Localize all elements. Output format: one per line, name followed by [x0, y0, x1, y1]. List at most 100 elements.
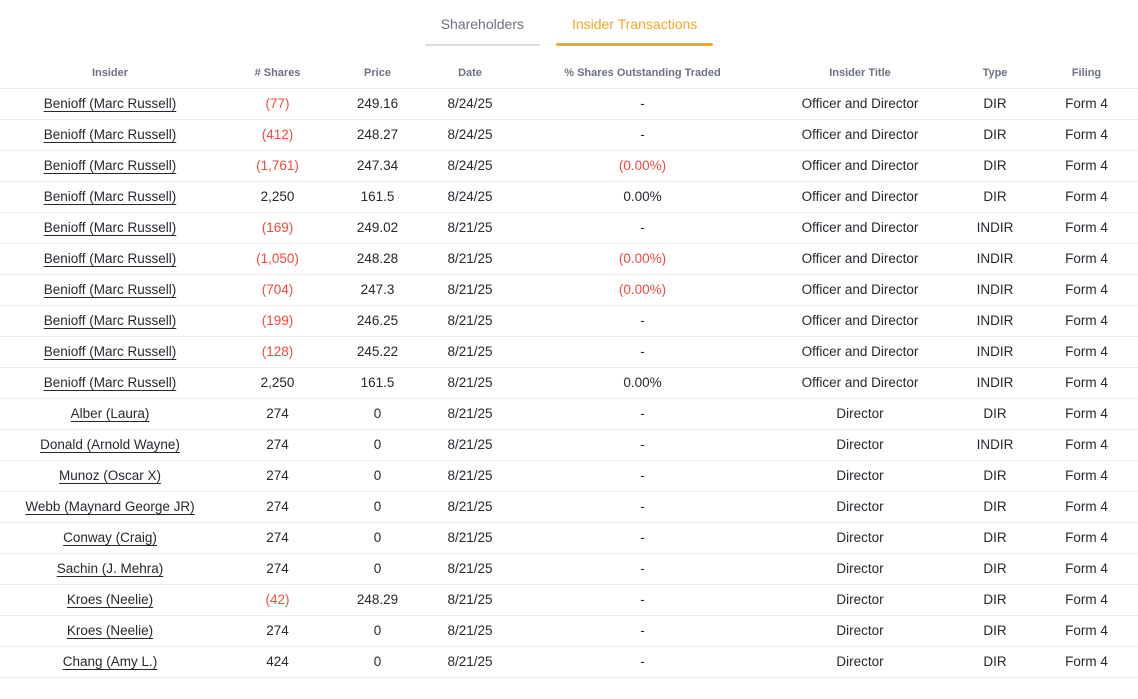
- cell-filing: Form 4: [1035, 646, 1138, 678]
- cell-pct: -: [520, 88, 765, 120]
- cell-shares: 2,250: [220, 181, 335, 213]
- cell-filing: Form 4: [1035, 615, 1138, 647]
- table-row: Benioff (Marc Russell) 2,250 161.5 8/24/25 0…: [0, 181, 1138, 213]
- tab-bar: Shareholders Insider Transactions: [0, 0, 1138, 46]
- cell-pct: -: [520, 491, 765, 523]
- insider-link[interactable]: Benioff (Marc Russell): [43, 282, 177, 297]
- insider-link[interactable]: Benioff (Marc Russell): [43, 189, 177, 204]
- cell-shares: 274: [220, 460, 335, 492]
- column-header-type: Type: [955, 58, 1035, 89]
- cell-shares: 274: [220, 491, 335, 523]
- cell-title: Officer and Director: [765, 181, 955, 213]
- cell-filing: Form 4: [1035, 274, 1138, 306]
- insider-link[interactable]: Kroes (Neelie): [66, 623, 154, 638]
- tab-insider-transactions[interactable]: Insider Transactions: [555, 8, 714, 46]
- cell-title: Director: [765, 615, 955, 647]
- cell-pct: 0.00%: [520, 181, 765, 213]
- cell-insider: Benioff (Marc Russell): [0, 88, 220, 120]
- column-header-pct: % Shares Outstanding Traded: [520, 58, 765, 89]
- cell-type: INDIR: [955, 274, 1035, 306]
- insider-link[interactable]: Alber (Laura): [70, 406, 150, 421]
- cell-filing: Form 4: [1035, 119, 1138, 151]
- cell-title: Officer and Director: [765, 305, 955, 337]
- cell-shares: (412): [220, 119, 335, 151]
- cell-price: 0: [335, 646, 420, 678]
- cell-price: 247.3: [335, 274, 420, 306]
- insider-link[interactable]: Sachin (J. Mehra): [56, 561, 164, 576]
- table-row: Benioff (Marc Russell) (704) 247.3 8/21/25(…: [0, 274, 1138, 306]
- cell-type: DIR: [955, 491, 1035, 523]
- cell-date: 8/21/25: [420, 367, 520, 399]
- table-row: Sachin (J. Mehra) 274 0 8/21/25- Director DIR…: [0, 553, 1138, 585]
- tab-shareholders[interactable]: Shareholders: [424, 8, 541, 46]
- cell-date: 8/21/25: [420, 522, 520, 554]
- table-row: Benioff (Marc Russell) (128) 245.22 8/21/25…: [0, 336, 1138, 368]
- insider-link[interactable]: Benioff (Marc Russell): [43, 158, 177, 173]
- column-header-filing: Filing: [1035, 58, 1138, 89]
- table-row: Alber (Laura) 274 0 8/21/25- Director DIR Form…: [0, 398, 1138, 430]
- cell-price: 0: [335, 460, 420, 492]
- table-row: Conway (Craig) 274 0 8/21/25- Director DIR For…: [0, 522, 1138, 554]
- insider-link[interactable]: Benioff (Marc Russell): [43, 127, 177, 142]
- cell-date: 8/21/25: [420, 491, 520, 523]
- cell-filing: Form 4: [1035, 584, 1138, 616]
- insider-link[interactable]: Benioff (Marc Russell): [43, 220, 177, 235]
- cell-insider: Alber (Laura): [0, 398, 220, 430]
- cell-insider: Sachin (J. Mehra): [0, 553, 220, 585]
- insider-link[interactable]: Webb (Maynard George JR): [25, 499, 195, 514]
- cell-insider: Donald (Arnold Wayne): [0, 429, 220, 461]
- cell-date: 8/21/25: [420, 646, 520, 678]
- cell-type: DIR: [955, 150, 1035, 182]
- table-row: Benioff (Marc Russell) (412) 248.27 8/24/25…: [0, 119, 1138, 151]
- cell-insider: Benioff (Marc Russell): [0, 212, 220, 244]
- insider-link[interactable]: Benioff (Marc Russell): [43, 313, 177, 328]
- insider-link[interactable]: Benioff (Marc Russell): [43, 96, 177, 111]
- cell-shares: (704): [220, 274, 335, 306]
- insider-link[interactable]: Benioff (Marc Russell): [43, 344, 177, 359]
- cell-title: Officer and Director: [765, 212, 955, 244]
- cell-shares: (1,761): [220, 150, 335, 182]
- insider-link[interactable]: Benioff (Marc Russell): [43, 375, 177, 390]
- cell-insider: Chang (Amy L.): [0, 646, 220, 678]
- cell-date: 8/21/25: [420, 398, 520, 430]
- cell-insider: Benioff (Marc Russell): [0, 243, 220, 275]
- cell-insider: Benioff (Marc Russell): [0, 274, 220, 306]
- cell-filing: Form 4: [1035, 212, 1138, 244]
- cell-date: 8/21/25: [420, 243, 520, 275]
- insider-link[interactable]: Benioff (Marc Russell): [43, 251, 177, 266]
- insider-link[interactable]: Munoz (Oscar X): [58, 468, 162, 483]
- cell-pct: (0.00%): [520, 274, 765, 306]
- cell-date: 8/24/25: [420, 150, 520, 182]
- insider-link[interactable]: Kroes (Neelie): [66, 592, 154, 607]
- column-header-title: Insider Title: [765, 58, 955, 89]
- table-row: Kroes (Neelie) (42) 248.29 8/21/25- Director…: [0, 584, 1138, 616]
- cell-shares: (1,050): [220, 243, 335, 275]
- cell-filing: Form 4: [1035, 398, 1138, 430]
- insider-link[interactable]: Chang (Amy L.): [62, 654, 158, 669]
- insider-link[interactable]: Donald (Arnold Wayne): [40, 437, 180, 452]
- cell-title: Officer and Director: [765, 336, 955, 368]
- cell-pct: -: [520, 336, 765, 368]
- cell-price: 0: [335, 429, 420, 461]
- cell-shares: (77): [220, 88, 335, 120]
- cell-type: INDIR: [955, 212, 1035, 244]
- column-header-price: Price: [335, 58, 420, 89]
- cell-date: 8/24/25: [420, 181, 520, 213]
- column-header-shares: # Shares: [220, 58, 335, 89]
- cell-title: Officer and Director: [765, 274, 955, 306]
- cell-title: Director: [765, 429, 955, 461]
- cell-filing: Form 4: [1035, 88, 1138, 120]
- cell-insider: Benioff (Marc Russell): [0, 305, 220, 337]
- cell-price: 0: [335, 553, 420, 585]
- cell-filing: Form 4: [1035, 553, 1138, 585]
- cell-filing: Form 4: [1035, 460, 1138, 492]
- cell-date: 8/21/25: [420, 274, 520, 306]
- cell-shares: 274: [220, 615, 335, 647]
- cell-title: Director: [765, 460, 955, 492]
- cell-filing: Form 4: [1035, 181, 1138, 213]
- cell-type: DIR: [955, 615, 1035, 647]
- insider-link[interactable]: Conway (Craig): [63, 530, 157, 545]
- cell-shares: 274: [220, 522, 335, 554]
- cell-filing: Form 4: [1035, 336, 1138, 368]
- table-row: Chang (Amy L.) 424 0 8/21/25- Director DIR For…: [0, 646, 1138, 678]
